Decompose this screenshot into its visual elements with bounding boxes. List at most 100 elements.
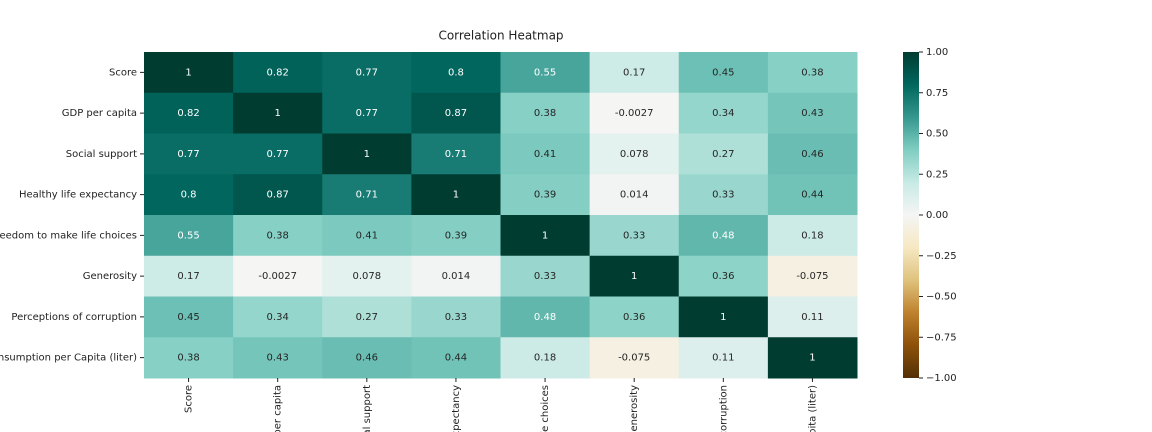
heatmap-cell xyxy=(233,174,323,216)
cell-label: 0.77 xyxy=(356,67,378,78)
cell-label: 0.18 xyxy=(534,353,556,364)
heatmap-cell xyxy=(767,174,858,216)
cell-label: 0.33 xyxy=(712,190,734,201)
cell-label: 0.46 xyxy=(801,149,823,160)
cell-label: 0.34 xyxy=(267,312,289,323)
y-tick-label: Healthy life expectancy xyxy=(19,190,137,201)
cell-label: 0.87 xyxy=(267,190,289,201)
x-tick-label: Consumption per Capita (liter) xyxy=(807,385,818,432)
cell-label: 0.27 xyxy=(356,312,378,323)
heatmap-cell xyxy=(500,337,591,379)
heatmap-cell xyxy=(144,337,234,379)
heatmap-cell xyxy=(767,215,858,257)
x-tick-label: Perceptions of corruption xyxy=(718,385,729,432)
y-tick-label: Score xyxy=(109,67,137,78)
heatmap-cell xyxy=(678,174,769,216)
y-tick-label: Perceptions of corruption xyxy=(11,312,137,323)
heatmap-cell xyxy=(411,133,501,175)
heatmap-cell xyxy=(322,133,412,175)
colorbar-tick-label: 0.75 xyxy=(926,88,948,99)
heatmap-cell xyxy=(767,296,858,338)
colorbar-tick-label: −0.50 xyxy=(926,292,957,303)
heatmap-cell xyxy=(767,337,858,379)
cell-label: 1 xyxy=(185,67,191,78)
heatmap-cell xyxy=(411,296,501,338)
cell-label: 0.014 xyxy=(620,190,649,201)
heatmap-cell xyxy=(411,52,501,94)
cell-label: 0.48 xyxy=(534,312,556,323)
cell-label: 0.33 xyxy=(534,271,556,282)
heatmap-cell xyxy=(500,296,591,338)
cell-label: 0.078 xyxy=(620,149,649,160)
cell-label: 0.77 xyxy=(267,149,289,160)
heatmap-cell xyxy=(589,133,680,175)
heatmap-cell xyxy=(767,52,858,94)
heatmap-cell xyxy=(500,174,591,216)
heatmap-cell xyxy=(233,337,323,379)
x-tick-label: Generosity xyxy=(629,385,640,432)
cell-label: 0.27 xyxy=(712,149,734,160)
heatmap-cell xyxy=(678,92,769,134)
cell-label: 0.48 xyxy=(712,230,734,241)
cell-label: 0.17 xyxy=(177,271,199,282)
heatmap-cell xyxy=(767,92,858,134)
cell-label: 0.41 xyxy=(534,149,556,160)
colorbar-tick-label: −0.25 xyxy=(926,251,957,262)
cell-label: 1 xyxy=(275,108,281,119)
cell-label: 0.36 xyxy=(712,271,734,282)
heatmap-cell xyxy=(767,255,858,297)
cell-label: 0.8 xyxy=(448,67,464,78)
cell-label: 0.55 xyxy=(177,230,199,241)
heatmap-cell xyxy=(678,133,769,175)
heatmap-cell xyxy=(233,215,323,257)
cell-label: 0.014 xyxy=(442,271,471,282)
cell-label: 0.39 xyxy=(534,190,556,201)
cell-label: 0.18 xyxy=(801,230,823,241)
heatmap-cell xyxy=(678,255,769,297)
cell-label: 0.8 xyxy=(181,190,197,201)
cell-label: 0.44 xyxy=(445,353,467,364)
heatmap-cell xyxy=(678,296,769,338)
heatmap-cell xyxy=(233,296,323,338)
x-tick-label: Freedom to make life choices xyxy=(540,385,551,432)
x-tick-label: GDP per capita xyxy=(273,385,284,432)
cell-label: 0.34 xyxy=(712,108,734,119)
heatmap-cell xyxy=(411,174,501,216)
heatmap-cell xyxy=(144,174,234,216)
cell-label: 0.71 xyxy=(445,149,467,160)
heatmap-cell xyxy=(678,337,769,379)
cell-label: 0.078 xyxy=(352,271,381,282)
cell-label: 1 xyxy=(720,312,726,323)
cell-label: 0.36 xyxy=(623,312,645,323)
cell-label: 0.17 xyxy=(623,67,645,78)
cell-label: 0.44 xyxy=(801,190,823,201)
cell-label: 0.33 xyxy=(623,230,645,241)
colorbar-tick-label: 0.50 xyxy=(926,129,948,140)
heatmap-cell xyxy=(322,92,412,134)
cell-label: 0.82 xyxy=(267,67,289,78)
cell-label: 0.38 xyxy=(801,67,823,78)
colorbar-tick-label: −0.75 xyxy=(926,332,957,343)
x-tick-label: Healthy life expectancy xyxy=(451,385,462,432)
heatmap-cell xyxy=(233,133,323,175)
y-tick-label: Social support xyxy=(66,149,137,160)
heatmap-cell xyxy=(500,52,591,94)
cell-label: 0.77 xyxy=(177,149,199,160)
heatmap-cell xyxy=(233,255,323,297)
cell-label: 1 xyxy=(809,353,815,364)
cell-label: 0.45 xyxy=(712,67,734,78)
heatmap-cell xyxy=(500,215,591,257)
colorbar-tick-label: −1.00 xyxy=(926,373,957,384)
heatmap-cell xyxy=(322,296,412,338)
cell-label: 0.77 xyxy=(356,108,378,119)
cell-label: 0.55 xyxy=(534,67,556,78)
heatmap-cell xyxy=(322,52,412,94)
heatmap-cell xyxy=(144,92,234,134)
cell-label: 0.46 xyxy=(356,353,378,364)
heatmap-cell xyxy=(322,255,412,297)
y-tick-label: Generosity xyxy=(83,271,137,282)
heatmap-cell xyxy=(322,337,412,379)
colorbar xyxy=(903,52,919,378)
y-tick-label: Freedom to make life choices xyxy=(0,230,137,241)
